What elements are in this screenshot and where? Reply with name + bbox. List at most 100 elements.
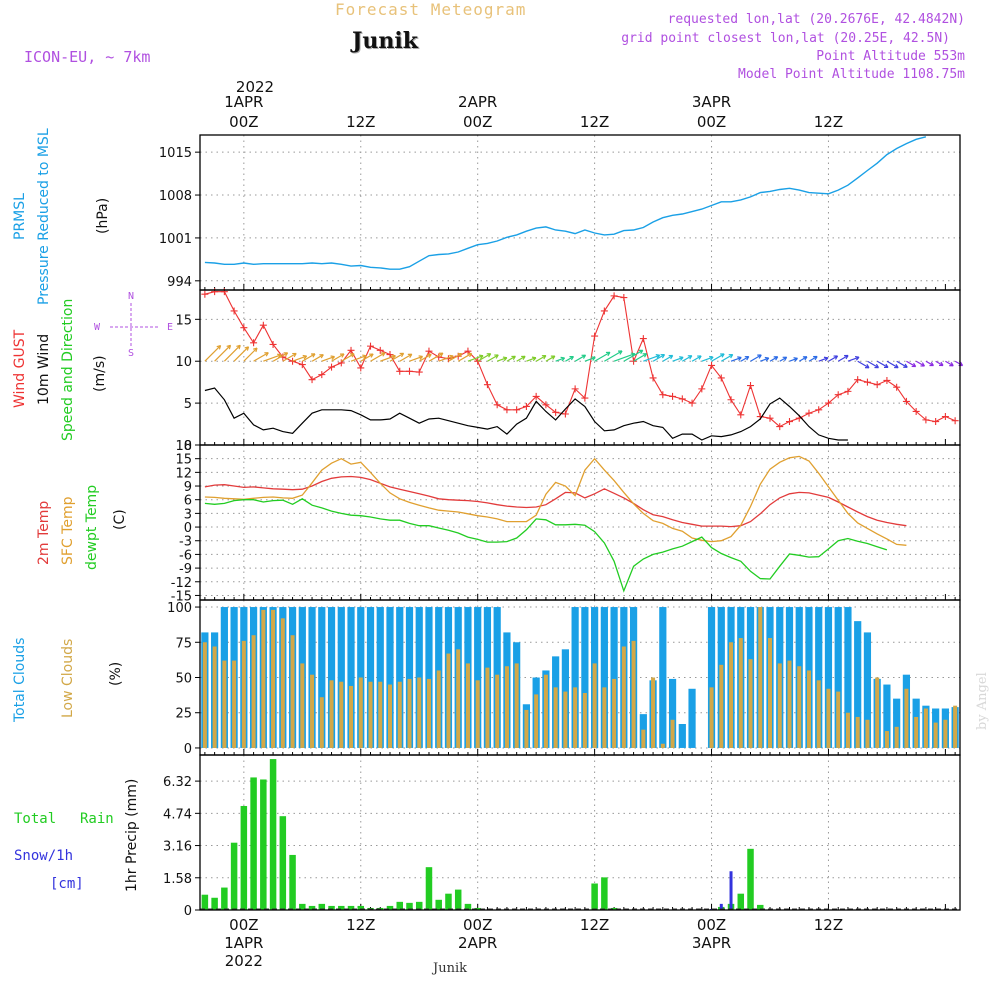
- ytick-label: 75: [175, 636, 192, 651]
- wind-arrow: [789, 357, 798, 362]
- wind-arrowhead: [560, 356, 566, 362]
- wind-arrow: [204, 345, 221, 362]
- wind-arrowhead: [427, 353, 432, 359]
- gust-marker: [328, 363, 336, 371]
- rain-bar: [221, 887, 228, 910]
- rain-bar: [737, 893, 745, 910]
- bottom-axis-label: 12Z: [814, 916, 843, 934]
- bottom-axis-label: 3APR: [692, 934, 731, 952]
- ytick-label: 9: [184, 480, 192, 495]
- rain-label: Rain: [80, 811, 114, 827]
- rain-bar: [201, 894, 209, 910]
- gust-marker: [785, 418, 793, 426]
- panel-frame-precip: [199, 754, 961, 911]
- gust-marker: [727, 396, 735, 404]
- wind-arrow: [750, 354, 762, 362]
- gust-marker: [357, 364, 365, 372]
- wind-arrowhead: [605, 351, 611, 357]
- gust-marker: [717, 374, 725, 382]
- low-cloud-bar: [729, 642, 734, 748]
- low-cloud-bar: [865, 719, 870, 748]
- gust-marker: [854, 376, 862, 384]
- ytick-label: 3.16: [163, 840, 192, 855]
- wind-arrowhead: [591, 356, 596, 361]
- wind-arrowhead: [642, 353, 648, 358]
- wind-arrow: [769, 356, 778, 362]
- wind-arrowhead: [894, 363, 899, 369]
- wind-arrow: [526, 357, 537, 362]
- sfctemp-line: [204, 455, 907, 546]
- gust-marker: [669, 392, 677, 400]
- wind-arrowhead: [883, 363, 889, 369]
- rain-bar: [299, 903, 306, 910]
- cm-label: [cm]: [50, 876, 84, 892]
- total-cloud-bar: [678, 724, 686, 748]
- temp2m-line: [204, 475, 907, 528]
- bottom-axis-label: 2022: [225, 952, 263, 970]
- wind-arrow: [808, 355, 818, 362]
- wind-arrow: [457, 352, 472, 362]
- low-cloud-bar: [845, 712, 850, 748]
- low-cloud-bar: [378, 681, 383, 748]
- wind-arrow: [779, 356, 787, 362]
- top-axis-label: 3APR: [692, 93, 731, 111]
- wind-arrow: [643, 354, 660, 362]
- gust-marker: [298, 361, 306, 369]
- low-cloud-bar: [787, 660, 792, 748]
- wind-arrowhead: [939, 361, 944, 367]
- wind-arrowhead: [773, 356, 779, 361]
- low-cloud-bar: [797, 666, 802, 748]
- low-cloud-bar: [358, 677, 363, 748]
- wind-arrowhead: [369, 353, 374, 358]
- rain-bar: [445, 893, 452, 910]
- wind-arrowhead: [844, 354, 849, 360]
- pressure-labels: PRMSL Pressure Reduced to MSL (hPa): [12, 128, 111, 305]
- model-name: ICON-EU, ~ 7km: [24, 48, 150, 66]
- wind-arrowhead: [521, 355, 526, 361]
- gust-marker: [678, 395, 686, 403]
- panels: 994100110081015051015-15-12-9-6-30369121…: [159, 135, 964, 919]
- top-axis-label: 12Z: [814, 113, 843, 131]
- total-cloud-bar: [581, 607, 589, 748]
- gust-marker: [883, 376, 891, 384]
- rain-bar: [591, 883, 598, 910]
- low-cloud-bar: [758, 607, 763, 748]
- ytick-label: -3: [179, 535, 192, 550]
- low-cloud-bar: [582, 693, 587, 748]
- pressure-reduced-label: Pressure Reduced to MSL: [36, 128, 52, 305]
- gust-marker: [815, 406, 823, 414]
- low-cloud-bar: [485, 667, 490, 748]
- bottom-axis-label: 12Z: [346, 916, 375, 934]
- total-cloud-bar: [347, 607, 355, 748]
- wind-arrowhead: [380, 352, 386, 357]
- wind-arrow: [223, 344, 241, 362]
- rain-bar: [230, 842, 238, 910]
- gust-marker: [483, 381, 491, 389]
- wind-arrow: [925, 360, 934, 367]
- low-cloud-bar: [290, 635, 295, 748]
- wind-arrow: [730, 356, 742, 362]
- ytick-label: 1.58: [163, 872, 192, 887]
- wind-arrow: [594, 351, 611, 362]
- gust-marker: [902, 397, 910, 405]
- wind-arrow: [506, 355, 516, 362]
- wind-arrow: [915, 360, 925, 367]
- low-cloud-bar: [222, 660, 227, 748]
- wind-arrow: [496, 357, 508, 362]
- 2m-temp-label: 2m Temp: [36, 501, 52, 565]
- wind-arrow: [711, 353, 725, 362]
- wind-arrow: [837, 354, 849, 362]
- wind-arrowhead: [511, 355, 516, 361]
- low-cloud-bar: [241, 640, 246, 748]
- wind-arrow: [818, 357, 829, 362]
- wind-arrowhead: [457, 352, 463, 358]
- dewpt-line: [204, 498, 888, 593]
- low-cloud-bar: [660, 743, 665, 748]
- gust-marker: [503, 406, 511, 414]
- total-cloud-bar: [337, 607, 345, 748]
- bottom-axis-label: 1APR: [224, 934, 263, 952]
- rain-bar: [425, 867, 433, 910]
- wind-arrowhead: [764, 356, 770, 362]
- gust-marker: [708, 361, 716, 369]
- wind-arrow: [214, 344, 231, 362]
